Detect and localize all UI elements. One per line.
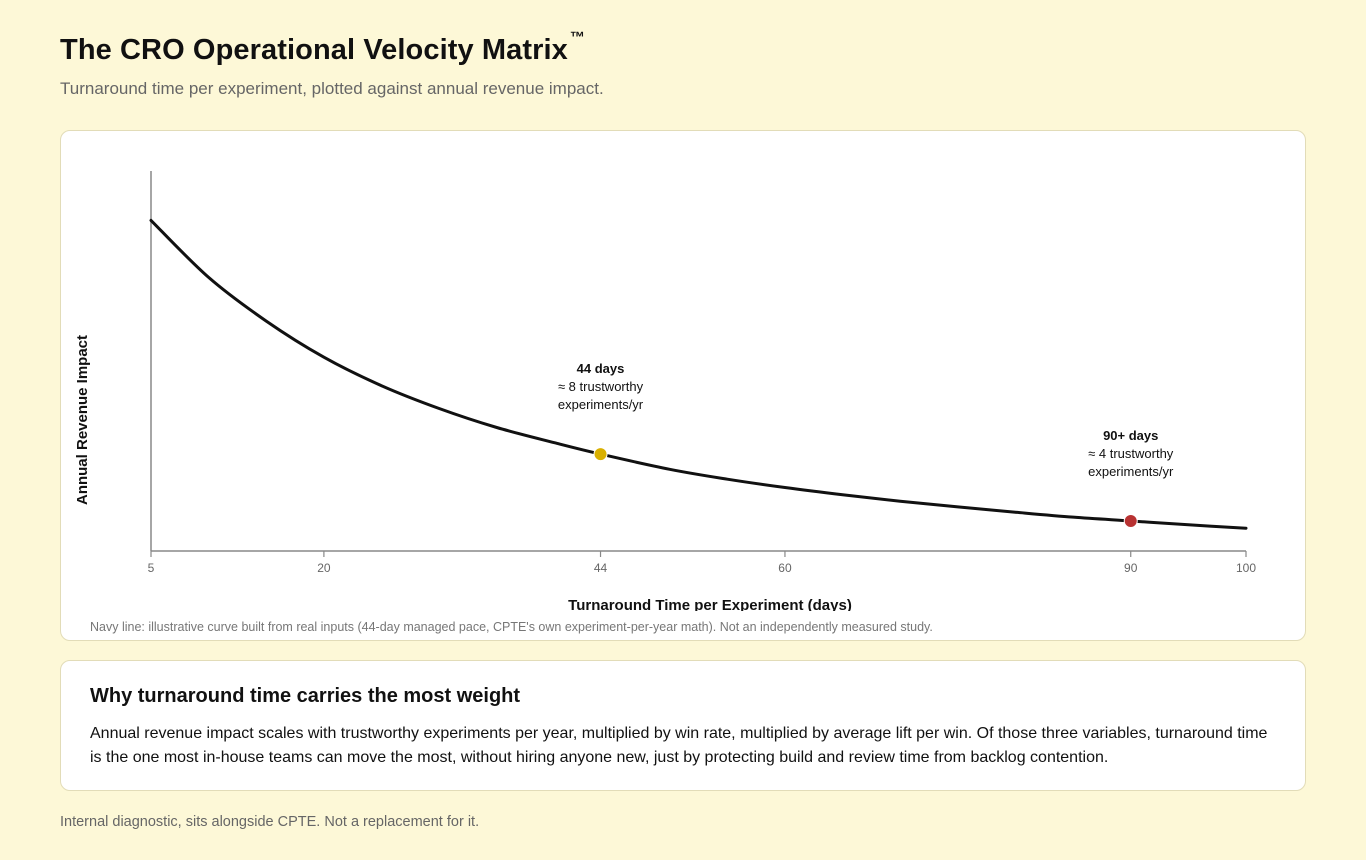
chart-card: 5 20 44 60 90 100 44 days ≈ 8 trustworthy exper… xyxy=(60,130,1306,641)
highlight-note: ≈ 4 trustworthy xyxy=(1088,446,1174,461)
series-line xyxy=(149,218,1248,530)
x-tick-label: 20 xyxy=(317,561,331,575)
chart-axes xyxy=(150,171,1246,552)
velocity-chart: 5 20 44 60 90 100 44 days ≈ 8 trustworthy exper… xyxy=(74,171,1256,611)
highlight-note: ≈ 8 trustworthy xyxy=(558,379,644,394)
x-axis-ticks: 5 20 44 60 90 100 xyxy=(148,551,1256,575)
info-card: Why turnaround time carries the most wei… xyxy=(60,660,1306,791)
x-axis-label: Turnaround Time per Experiment (days) xyxy=(568,597,852,611)
highlight-note: experiments/yr xyxy=(1088,464,1174,479)
highlight-note: experiments/yr xyxy=(558,397,644,412)
info-title: Why turnaround time carries the most wei… xyxy=(90,685,521,707)
chart-footnote: Navy line: illustrative curve built from… xyxy=(90,620,933,634)
x-tick-label: 44 xyxy=(594,561,608,575)
plot-area xyxy=(149,218,1248,530)
title-text: The CRO Operational Velocity Matrix xyxy=(60,34,568,66)
x-tick-label: 5 xyxy=(148,561,155,575)
trademark-symbol: ™ xyxy=(569,29,586,47)
highlight-point xyxy=(593,447,608,462)
x-tick-label: 100 xyxy=(1236,561,1256,575)
page-subtitle: Turnaround time per experiment, plotted … xyxy=(60,79,604,98)
y-axis-label: Annual Revenue Impact xyxy=(74,335,91,505)
highlight-marks: 44 days ≈ 8 trustworthy experiments/yr 90+ … xyxy=(558,361,1174,528)
page-title: The CRO Operational Velocity Matrix ™ xyxy=(60,29,585,67)
info-body: Annual revenue impact scales with trustw… xyxy=(90,725,1268,766)
highlight-label: 44 days xyxy=(577,361,625,376)
x-tick-label: 90 xyxy=(1124,561,1138,575)
x-tick-label: 60 xyxy=(778,561,792,575)
page-footer: Internal diagnostic, sits alongside CPTE… xyxy=(60,814,480,830)
highlight-point xyxy=(1123,513,1138,528)
highlight-label: 90+ days xyxy=(1103,428,1158,443)
